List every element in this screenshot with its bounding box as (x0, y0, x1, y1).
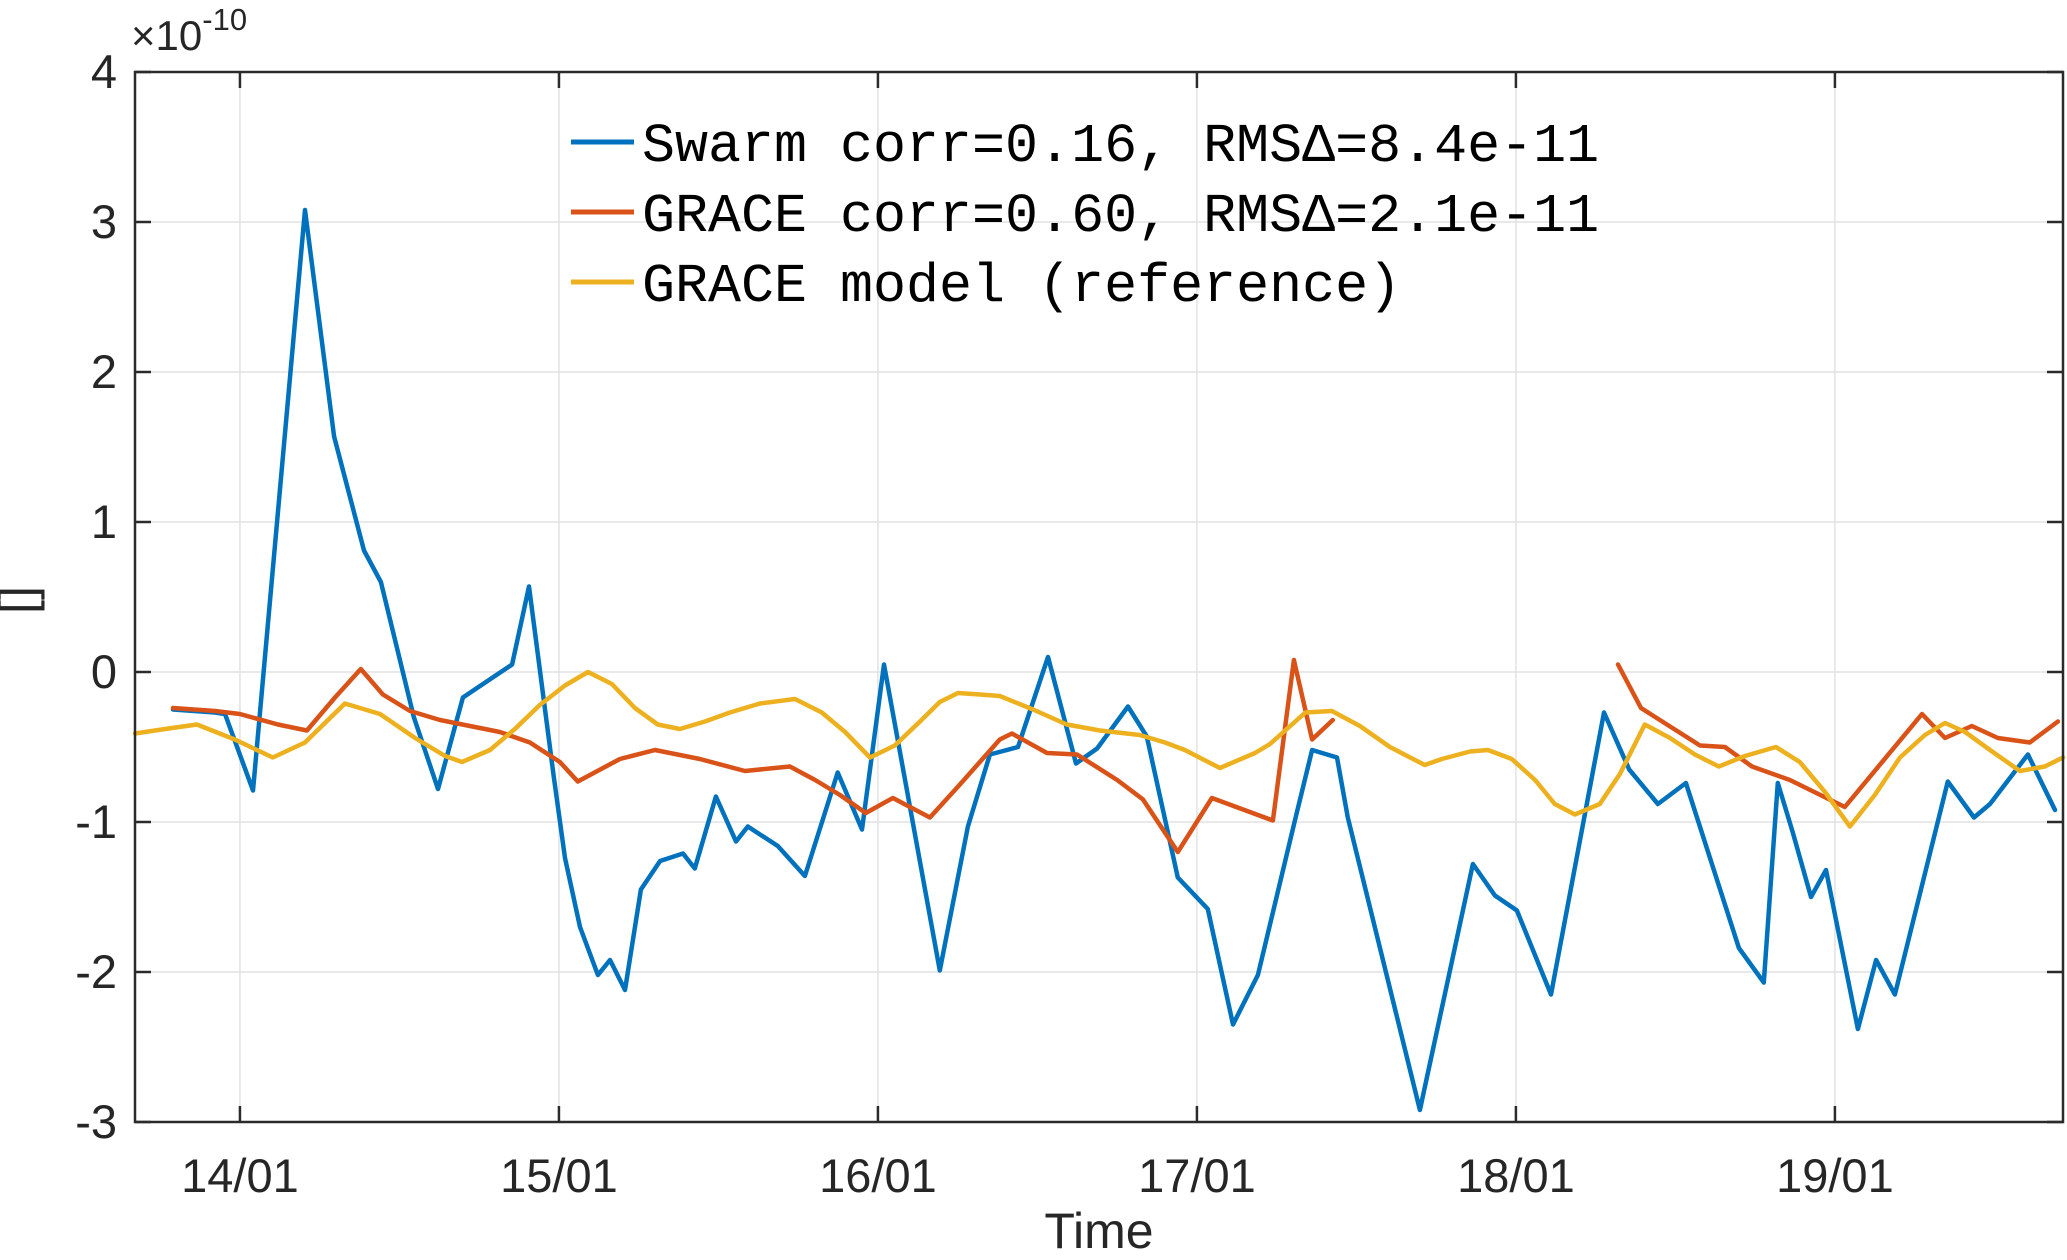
data-series (132, 207, 2066, 1113)
series-line-1 (1615, 662, 2061, 810)
legend: Swarm corr=0.16, RMSΔ=8.4e-11 GRACE corr… (571, 115, 1599, 318)
y-tick-label: -3 (75, 1095, 117, 1148)
legend-row-grace: GRACE corr=0.60, RMSΔ=2.1e-11 (571, 185, 1599, 248)
x-tick-label: 14/01 (181, 1149, 299, 1202)
legend-swarm-label: Swarm corr=0.16, RMSΔ=8.4e-11 (642, 115, 1599, 178)
y-tick-label: 0 (91, 645, 117, 698)
x-tick-label: 17/01 (1138, 1149, 1256, 1202)
series-line-2 (132, 669, 2066, 829)
plot-box (133, 70, 2065, 1124)
legend-grace-model-label: GRACE model (reference) (642, 255, 1401, 318)
series-line-1 (170, 657, 1336, 855)
y-tick-label: -2 (75, 945, 117, 998)
x-tick-label: 15/01 (500, 1149, 618, 1202)
y-tick-label: 1 (91, 495, 117, 548)
x-axis-label: Time (1044, 1203, 1153, 1259)
y-axis-label: [] (0, 586, 45, 614)
y-tick-label: -1 (75, 795, 117, 848)
tick-labels: 14/01 15/01 16/01 17/01 18/01 19/01 4 3 2 1 0 -1 -2 -… (75, 45, 1894, 1202)
x-tick-label: 19/01 (1776, 1149, 1894, 1202)
legend-grace-label: GRACE corr=0.60, RMSΔ=2.1e-11 (642, 185, 1599, 248)
series-line-0 (170, 207, 2058, 1113)
x-tick-label: 16/01 (819, 1149, 937, 1202)
legend-row-swarm: Swarm corr=0.16, RMSΔ=8.4e-11 (571, 115, 1599, 178)
y-tick-label: 3 (91, 195, 117, 248)
y-tick-label: 4 (91, 45, 117, 98)
x-tick-label: 18/01 (1457, 1149, 1575, 1202)
axes-box-and-ticks (133, 70, 2065, 1124)
legend-row-grace-model: GRACE model (reference) (571, 255, 1401, 318)
y-axis-exponent: ×10-10 (131, 2, 247, 59)
y-tick-label: 2 (91, 345, 117, 398)
